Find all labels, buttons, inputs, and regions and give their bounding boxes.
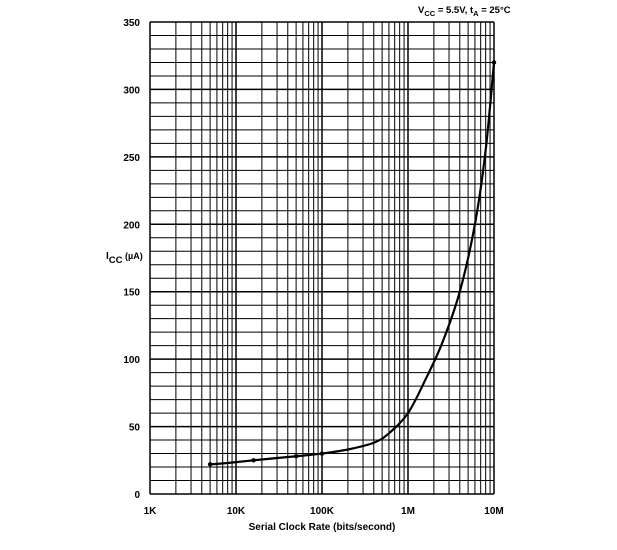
x-tick-label: 1K [144,506,158,517]
y-tick-label: 100 [123,355,140,366]
vcc-condition: VCC = 5.5V, tA = 25°C [418,5,511,18]
data-point [319,451,325,456]
x-tick-label: 10M [484,506,503,517]
y-axis-ticks: 0 50 100 150 200 250 300 350 [123,18,140,501]
y-tick-label: 250 [123,153,140,164]
data-point [293,454,299,459]
y-tick-label: 300 [123,85,140,96]
x-tick-label: 100K [310,506,335,517]
x-axis-ticks: 1K 10K 100K 1M 10M [144,506,504,517]
y-tick-label: 350 [123,18,140,29]
data-point [207,462,213,467]
series-line [210,62,496,466]
x-tick-label: 10K [227,506,246,517]
y-axis-label: ICC (µA) [106,251,143,266]
y-tick-label: 0 [134,490,140,501]
y-tick-label: 200 [123,220,140,231]
series [207,60,497,467]
y-tick-label: 150 [123,288,140,299]
x-axis-label: Serial Clock Rate (bits/second) [249,522,396,533]
data-point [251,458,256,463]
y-tick-label: 50 [129,423,141,434]
grid [149,21,495,495]
x-tick-label: 1M [401,506,415,517]
data-point [491,60,497,65]
